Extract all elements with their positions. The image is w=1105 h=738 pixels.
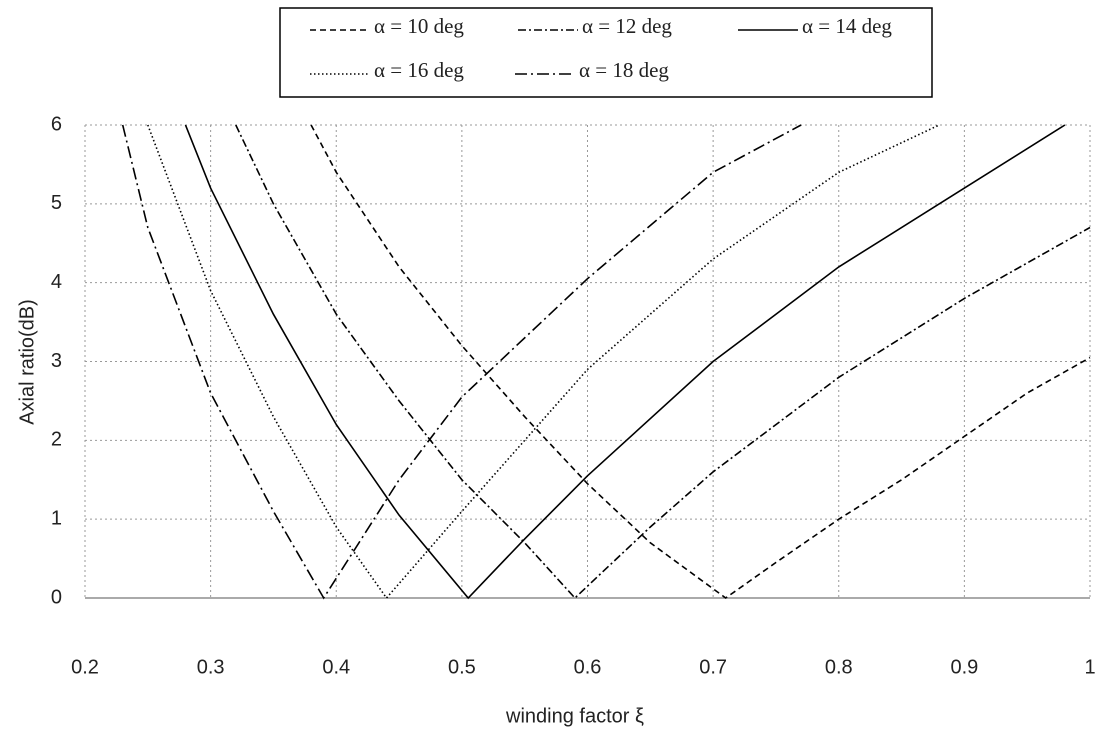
x-tick-label: 0.2 (71, 656, 99, 678)
x-tick-label: 0.3 (197, 656, 225, 678)
legend-label: α = 10 deg (374, 14, 464, 38)
legend-label: α = 16 deg (374, 58, 464, 82)
series-line (147, 124, 940, 600)
y-tick-label: 2 (51, 429, 62, 451)
legend-label: α = 18 deg (579, 58, 669, 82)
y-axis-label: Axial ratio(dB) (16, 299, 38, 425)
y-tick-label: 3 (51, 350, 62, 372)
series-line (184, 124, 1066, 600)
x-tick-label: 0.8 (825, 656, 853, 678)
y-tick-label: 0 (51, 586, 62, 608)
series-line (235, 124, 1091, 600)
x-axis-label: winding factor ξ (505, 705, 644, 727)
x-tick-label: 0.5 (448, 656, 476, 678)
y-tick-label: 4 (51, 271, 62, 293)
legend-label: α = 12 deg (582, 14, 672, 38)
x-tick-label: 0.9 (950, 656, 978, 678)
series-line (121, 124, 802, 600)
series-line (310, 124, 1091, 599)
x-tick-label: 1 (1084, 656, 1095, 678)
y-tick-label: 6 (51, 113, 62, 135)
x-tick-label: 0.4 (322, 656, 350, 678)
legend-label: α = 14 deg (802, 14, 892, 38)
y-tick-label: 1 (51, 507, 62, 529)
legend-box (279, 7, 933, 98)
x-tick-label: 0.7 (699, 656, 727, 678)
x-tick-label: 0.6 (574, 656, 602, 678)
y-tick-label: 5 (51, 192, 62, 214)
